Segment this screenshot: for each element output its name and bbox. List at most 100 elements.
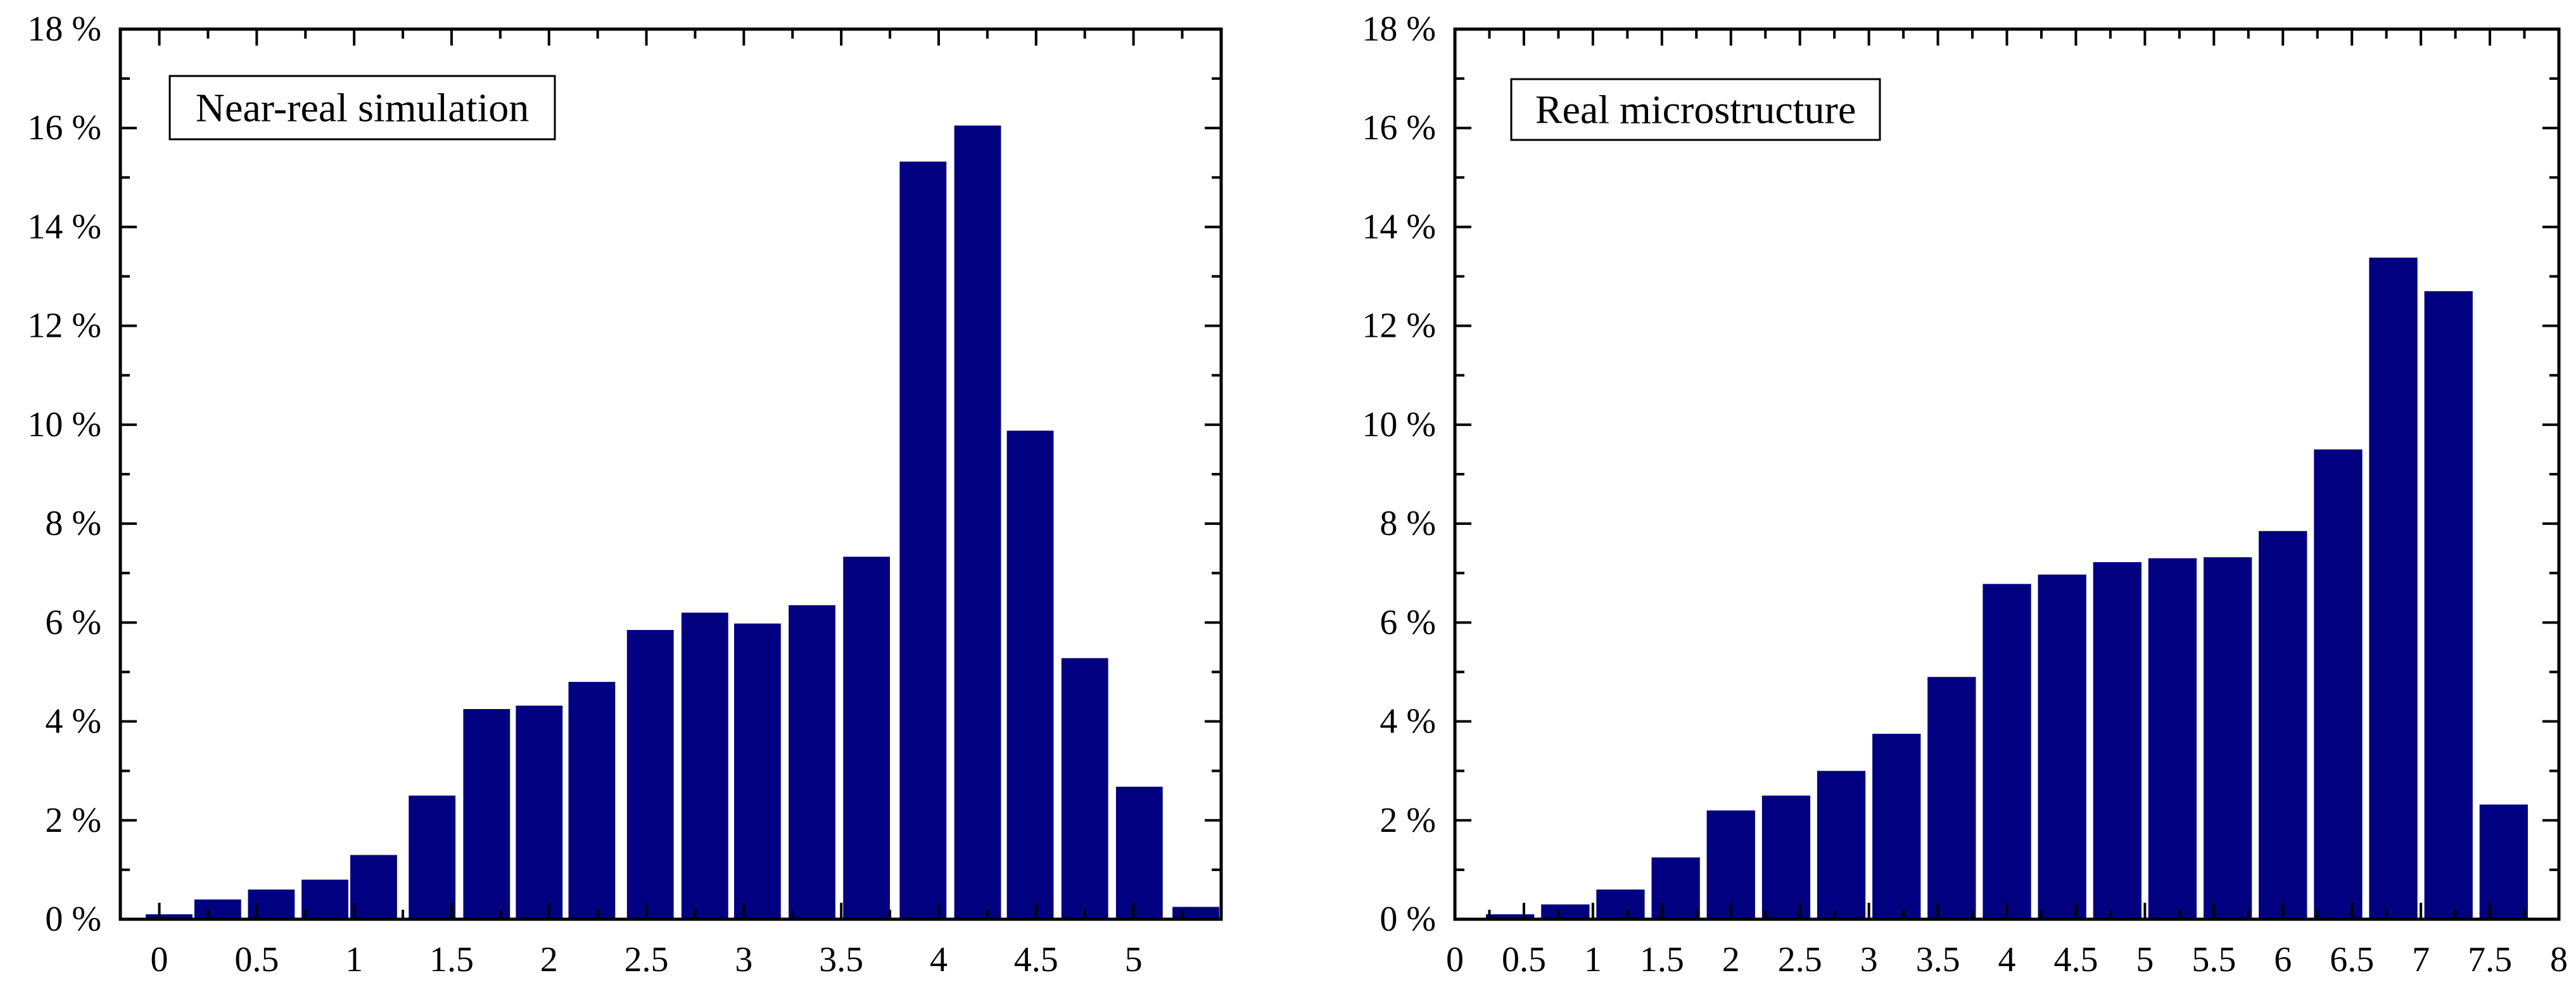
y-tick-label: 18 % [1362,9,1436,49]
bars [146,125,1219,919]
legend: Real microstructure [1510,78,1881,141]
x-tick-label: 3.5 [1916,940,1960,979]
y-tick-label: 0 % [1380,900,1436,939]
bar [568,682,616,919]
y-tick-label: 6 % [45,603,101,642]
x-tick-label: 2 [1722,940,1740,979]
bar [1541,904,1590,919]
x-tick-label: 4 [1998,940,2016,979]
legend-label: Near-real simulation [196,85,530,130]
y-tick-label: 14 % [27,207,101,246]
y-tick-label: 2 % [45,801,101,840]
x-tick-label: 0.5 [234,940,279,979]
bar [1983,584,2031,919]
y-tick-label: 2 % [1380,801,1436,840]
bar [2424,291,2473,919]
x-tick-label: 2 [540,940,558,979]
bar [194,899,241,919]
bar [1596,889,1645,919]
x-tick-label: 1.5 [1640,940,1684,979]
x-tick-label: 5 [1125,940,1143,979]
bar [2038,574,2086,919]
bar [301,879,348,919]
y-tick-label: 10 % [27,405,101,444]
bar [2369,257,2418,919]
x-tick-label: 6 [2274,940,2292,979]
chart-near-real-simulation: 0 % 2 % 4 % 6 % 8 % 10 % 12 % 14 % 16 % 18 % 0 0.5 1… [27,9,1223,979]
x-axis: 0 0.5 1 1.5 2 2.5 3 3.5 4 4.5 5 [151,29,1184,979]
y-tick-label: 4 % [45,702,101,741]
bar [248,889,295,919]
x-tick-label: 5 [2136,940,2154,979]
y-tick-label: 8 % [1380,504,1436,543]
bar [1761,795,1811,919]
bar [1061,658,1108,919]
x-tick-label: 6.5 [2330,940,2374,979]
bar [789,605,835,919]
bar [1817,770,1866,919]
y-tick-label: 8 % [45,504,101,543]
x-tick-label: 0 [1446,940,1464,979]
legend-box [168,75,556,141]
x-tick-label: 3 [1860,940,1878,979]
x-tick-label: 2.5 [1778,940,1822,979]
x-tick-label: 7 [2412,940,2430,979]
y-tick-label: 6 % [1380,603,1436,642]
bar [516,705,563,919]
legend-box [1510,78,1881,141]
bar [1872,734,1921,919]
bar [843,556,890,919]
bar [626,630,674,919]
bar [1651,857,1700,919]
x-tick-label: 1.5 [429,940,474,979]
bar [146,914,193,919]
x-tick-label: 7.5 [2468,940,2512,979]
bar [2314,449,2363,919]
y-tick-label: 0 % [45,900,101,939]
y-tick-label: 16 % [27,108,101,148]
bar [2479,804,2528,919]
bar [1172,907,1219,919]
y-tick-label: 4 % [1380,702,1436,741]
bar [1115,786,1163,919]
bar [2259,531,2307,919]
x-tick-label: 5.5 [2192,940,2236,979]
y-tick-label: 10 % [1362,405,1436,444]
bar [2204,557,2252,919]
chart-real-microstructure: 0 % 2 % 4 % 6 % 8 % 10 % 12 % 14 % 16 % 18 % 0 0.5 1… [1362,9,2568,979]
bar [463,709,511,919]
x-tick-label: 1 [1584,940,1602,979]
y-tick-label: 14 % [1362,207,1436,246]
bar [681,612,728,919]
bar [1486,914,1535,919]
bars [1486,257,2528,919]
y-axis: 0 % 2 % 4 % 6 % 8 % 10 % 12 % 14 % 16 % 18 % [1362,9,2559,939]
x-tick-label: 0 [151,940,168,979]
bar [954,125,1001,919]
x-tick-label: 8 [2550,940,2568,979]
x-tick-label: 3 [735,940,752,979]
y-tick-label: 12 % [27,306,101,346]
y-tick-label: 18 % [27,9,101,49]
y-tick-label: 16 % [1362,108,1436,148]
y-tick-label: 12 % [1362,306,1436,346]
x-tick-label: 1 [345,940,363,979]
bar [734,623,781,919]
bar [1706,810,1755,919]
bar [899,161,947,919]
x-axis: 0 0.5 1 1.5 2 2.5 3 3.5 4 4.5 5 5.5 6 6.5 7 7.5 8 [1446,29,2568,979]
x-tick-label: 4 [930,940,948,979]
x-tick-label: 4.5 [2053,940,2098,979]
x-tick-label: 0.5 [1502,940,1546,979]
bar [1927,677,1976,919]
y-axis: 0 % 2 % 4 % 6 % 8 % 10 % 12 % 14 % 16 % 18 % [27,9,1221,939]
legend: Near-real simulation [168,75,556,141]
bar [409,795,456,919]
bar [350,855,397,919]
legend-label: Real microstructure [1535,87,1856,132]
x-tick-label: 2.5 [625,940,669,979]
x-tick-label: 3.5 [819,940,863,979]
bar [2093,562,2141,919]
x-tick-label: 4.5 [1014,940,1058,979]
